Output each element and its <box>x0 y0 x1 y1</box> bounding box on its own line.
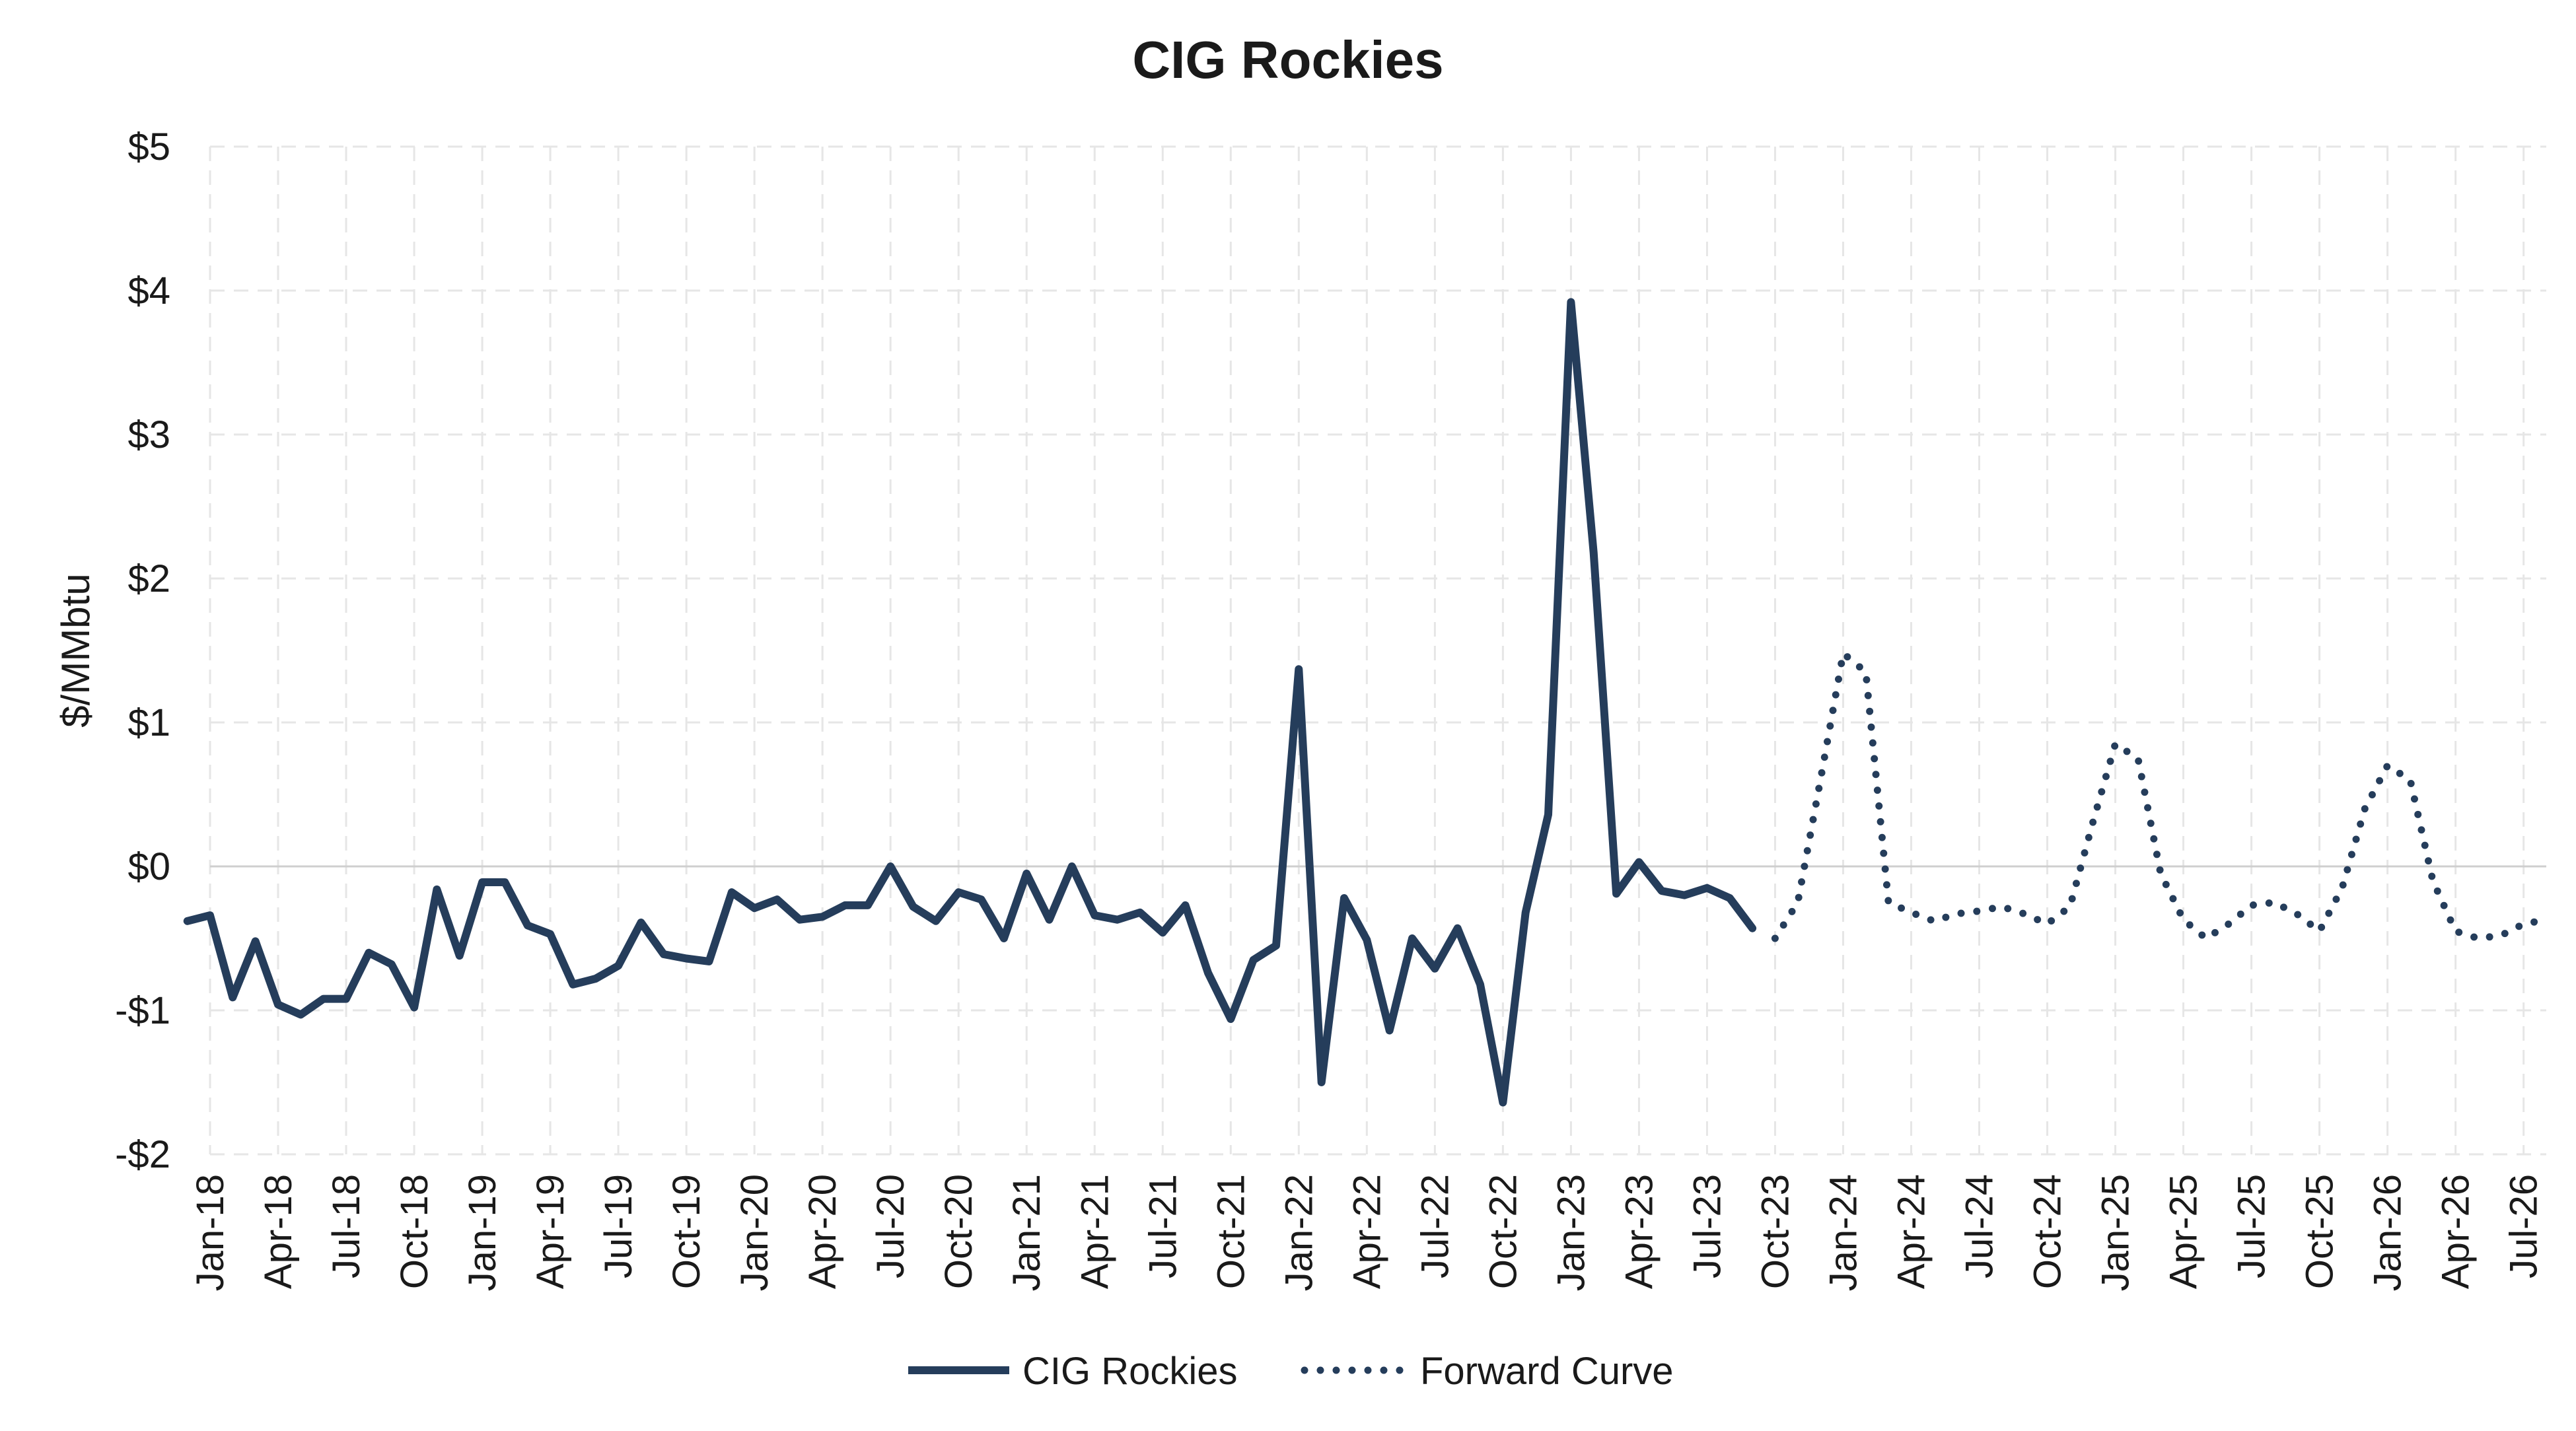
x-tick-label: Jul-18 <box>325 1174 368 1278</box>
x-tick-label: Apr-19 <box>529 1174 572 1289</box>
x-tick-label: Jul-25 <box>2231 1174 2273 1278</box>
x-tick-label: Oct-24 <box>2026 1174 2069 1289</box>
y-tick-label: $0 <box>127 845 170 888</box>
series-layer <box>183 298 2550 1107</box>
series-line-forward-curve <box>1771 649 2550 942</box>
x-tick-label: Jan-24 <box>1822 1174 1865 1291</box>
x-tick-label: Jul-20 <box>869 1174 912 1278</box>
x-tick-label: Apr-18 <box>257 1174 300 1289</box>
x-tick-label: Oct-21 <box>1209 1174 1252 1289</box>
x-tick-labels: Jan-18 Apr-18 Jul-18 Oct-18 Jan-19 Apr-19 Jul-… <box>189 1174 2546 1291</box>
x-tick-label: Jan-22 <box>1277 1174 1320 1291</box>
x-tick-label: Apr-22 <box>1345 1174 1388 1289</box>
x-tick-label: Oct-18 <box>393 1174 436 1289</box>
y-tick-label: $4 <box>127 269 170 312</box>
x-tick-label: Apr-23 <box>1618 1174 1661 1289</box>
x-tick-label: Apr-21 <box>1073 1174 1116 1289</box>
y-tick-label: $3 <box>127 413 170 456</box>
x-tick-label: Oct-22 <box>1482 1174 1524 1289</box>
x-tick-label: Oct-23 <box>1754 1174 1797 1289</box>
y-axis-label: $/MMbtu <box>54 573 98 727</box>
x-tick-label: Jan-19 <box>461 1174 504 1291</box>
x-tick-label: Jan-21 <box>1005 1174 1048 1291</box>
y-tick-label: $5 <box>127 125 170 168</box>
y-tick-label: -$1 <box>115 989 170 1032</box>
y-tick-labels: $5 $4 $3 $2 $1 $0 -$1 -$2 <box>115 125 170 1176</box>
y-tick-label: -$2 <box>115 1133 170 1176</box>
chart-title: CIG Rockies <box>1132 30 1443 89</box>
y-tick-label: $1 <box>127 701 170 744</box>
y-tick-label: $2 <box>127 557 170 600</box>
x-tick-label: Jan-18 <box>189 1174 232 1291</box>
legend: CIG Rockies Forward Curve <box>908 1350 1674 1393</box>
x-tick-label: Jul-22 <box>1413 1174 1456 1278</box>
x-tick-label: Jan-26 <box>2367 1174 2410 1291</box>
x-tick-label: Oct-19 <box>665 1174 708 1289</box>
x-tick-label: Apr-26 <box>2435 1174 2478 1289</box>
x-tick-label: Jan-23 <box>1550 1174 1592 1291</box>
x-tick-label: Apr-20 <box>801 1174 844 1289</box>
x-tick-label: Jul-21 <box>1141 1174 1184 1278</box>
x-tick-label: Jul-26 <box>2503 1174 2546 1278</box>
x-tick-label: Jul-24 <box>1958 1174 2001 1278</box>
x-tick-label: Jan-25 <box>2094 1174 2137 1291</box>
legend-label: CIG Rockies <box>1022 1350 1238 1393</box>
gridlines <box>209 145 2546 1156</box>
x-tick-label: Jan-20 <box>733 1174 776 1291</box>
x-tick-label: Jul-19 <box>597 1174 640 1278</box>
x-tick-label: Apr-25 <box>2163 1174 2205 1289</box>
series-line-cig-rockies <box>183 298 1757 1107</box>
x-tick-label: Oct-20 <box>937 1174 980 1289</box>
x-tick-label: Apr-24 <box>1890 1174 1933 1289</box>
x-tick-label: Oct-25 <box>2299 1174 2342 1289</box>
x-tick-label: Jul-23 <box>1686 1174 1729 1278</box>
legend-label: Forward Curve <box>1420 1350 1674 1393</box>
